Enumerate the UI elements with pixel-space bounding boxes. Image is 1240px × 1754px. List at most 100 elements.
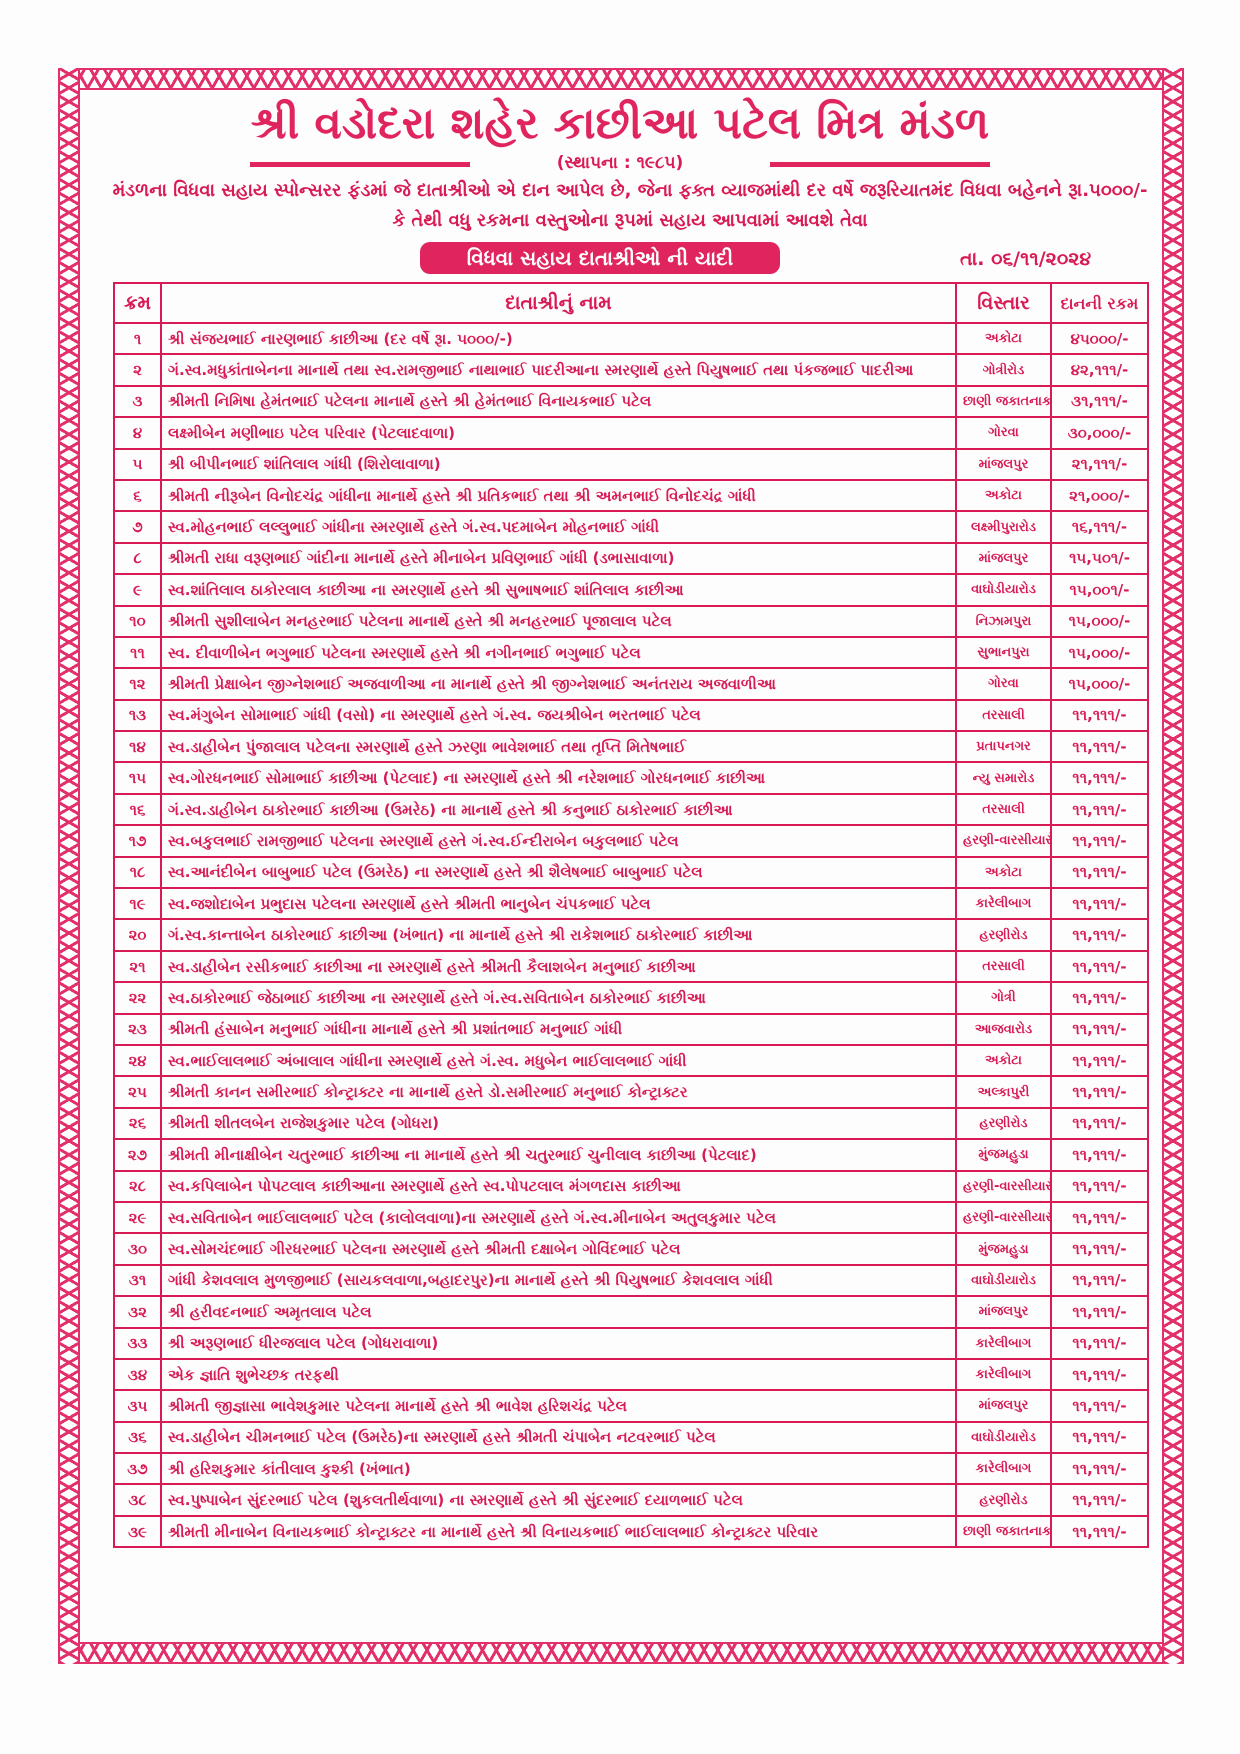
donor-name: શ્રી સંજયભાઈ નારણભાઈ કાછીઆ (દર વર્ષે રૂા… [160, 321, 957, 356]
serial-number: ૧૬ [113, 792, 162, 827]
area: છાણી જકાતનાકા [955, 1514, 1052, 1549]
area: કારેલીબાગ [955, 1357, 1052, 1392]
area: અલ્કાપુરી [955, 1075, 1052, 1109]
area: વાઘોડીયારોડ [955, 1263, 1052, 1298]
table-row: ૨૦ ગં.સ્વ.કાન્તાબેન ઠાકોરભાઈ કાછીઆ (ખંભાત… [113, 918, 1149, 952]
donor-name: સ્વ.મોહનભાઈ લલ્લુભાઈ ગાંધીના સ્મરણાર્થે … [160, 510, 957, 544]
donation-amount: ૧૧,૧૧૧/- [1050, 1232, 1149, 1266]
donor-name: શ્રીમતી હંસાબેન મનુભાઈ ગાંધીના માનાર્થે … [160, 1012, 957, 1046]
table-row: ૩૮ સ્વ.પુષ્પાબેન સુંદરભાઈ પટેલ (શુકલતીર્થ… [113, 1483, 1149, 1517]
serial-number: ૩૬ [113, 1420, 162, 1455]
serial-number: ૨૬ [113, 1106, 162, 1141]
table-row: ૯ સ્વ.શાંતિલાલ ઠાકોરલાલ કાછીઆ ના સ્મરણાર્… [113, 573, 1149, 607]
donation-amount: ૧૧,૧૧૧/- [1050, 1326, 1149, 1360]
donor-name: સ્વ.આનંદીબેન બાબુભાઈ પટેલ (ઉમરેઠ) ના સ્મ… [160, 855, 957, 890]
donation-amount: ૧૧,૧૧૧/- [1050, 1514, 1149, 1549]
border-left-pattern [58, 68, 80, 1664]
serial-number: ૧૩ [113, 698, 162, 733]
table-row: ૨૩ શ્રીમતી હંસાબેન મનુભાઈ ગાંધીના માનાર્થ… [113, 1012, 1149, 1046]
table-row: ૨૭ શ્રીમતી મીનાક્ષીબેન ચતુરભાઈ કાછીઆ ના મ… [113, 1138, 1149, 1172]
column-area: વિસ્તાર [955, 282, 1052, 324]
table-row: ૨૨ સ્વ.ઠાકોરભાઈ જેઠાભાઈ કાછીઆ ના સ્મરણાર્… [113, 981, 1149, 1015]
area: કારેલીબાગ [955, 887, 1052, 921]
table-row: ૧૨ શ્રીમતી પ્રેક્ષાબેન જીગ્નેશભાઈ અજવાળીઆ… [113, 667, 1149, 701]
serial-number: ૧૨ [113, 667, 162, 701]
serial-number: ૨૨ [113, 981, 162, 1015]
donor-name: શ્રી બીપીનભાઈ શાંતિલાલ ગાંધી (શિરોલાવાળા… [160, 447, 957, 481]
table-row: ૩૨ શ્રી હરીવદનભાઈ અમૃતલાલ પટેલ માંજલપુર ૧૧,… [113, 1295, 1149, 1329]
table-row: ૨૬ શ્રીમતી શીતલબેન રાજેશકુમાર પટેલ (ગોધરા… [113, 1106, 1149, 1141]
area: તરસાલી [955, 949, 1052, 984]
table-row: ૧૫ સ્વ.ગોરધનભાઈ સોમાભાઈ કાછીઆ (પેટલાદ) ના… [113, 761, 1149, 795]
table-row: ૭ સ્વ.મોહનભાઈ લલ્લુભાઈ ગાંધીના સ્મરણાર્થે… [113, 510, 1149, 544]
divider-left [250, 162, 470, 167]
area: વાઘોડીયારોડ [955, 1420, 1052, 1455]
donor-table: ક્રમ દાતાશ્રીનું નામ વિસ્તાર દાનની રકમ ૧… [113, 282, 1149, 1549]
area: સુભાનપુરા [955, 635, 1052, 670]
donor-name: ગં.સ્વ.કાન્તાબેન ઠાકોરભાઈ કાછીઆ (ખંભાત) … [160, 918, 957, 952]
serial-number: ૩૮ [113, 1483, 162, 1517]
area: તરસાલી [955, 792, 1052, 827]
area: મુંજમહુડા [955, 1232, 1052, 1266]
area: તરસાલી [955, 698, 1052, 733]
table-row: ૨૯ સ્વ.સવિતાબેન ભાઈલાલભાઈ પટેલ (કાલોલવાળા… [113, 1200, 1149, 1235]
donor-name: શ્રીમતી નીરૂબેન વિનોદચંદ્ર ગાંધીના માનાર… [160, 478, 957, 513]
table-row: ૩૦ સ્વ.સોમચંદભાઈ ગીરધરભાઈ પટેલના સ્મરણાર્… [113, 1232, 1149, 1266]
table-row: ૧૯ સ્વ.જશોદાબેન પ્રભુદાસ પટેલના સ્મરણાર્થ… [113, 887, 1149, 921]
table-row: ૬ શ્રીમતી નીરૂબેન વિનોદચંદ્ર ગાંધીના માના… [113, 478, 1149, 513]
donor-name: શ્રીમતી મીનાક્ષીબેન ચતુરભાઈ કાછીઆ ના માન… [160, 1138, 957, 1172]
serial-number: ૨૩ [113, 1012, 162, 1046]
table-row: ૧૪ સ્વ.ડાહીબેન પુંજાલાલ પટેલના સ્મરણાર્થે… [113, 730, 1149, 764]
table-row: ૨ ગં.સ્વ.મધુકાંતાબેનના માનાર્થે તથા સ્વ.ર… [113, 353, 1149, 387]
donor-name: સ્વ.સવિતાબેન ભાઈલાલભાઈ પટેલ (કાલોલવાળા)ન… [160, 1200, 957, 1235]
column-amount: દાનની રકમ [1050, 282, 1149, 324]
area: હરણી-વારસીયારોડ [955, 1200, 1052, 1235]
donation-amount: ૧૫,૫૦૧/- [1050, 541, 1149, 576]
divider-right [770, 162, 990, 167]
donor-name: શ્રીમતી સુશીલાબેન મનહરભાઈ પટેલના માનાર્થ… [160, 604, 957, 638]
donation-amount: ૧૧,૧૧૧/- [1050, 1263, 1149, 1298]
table-row: ૧૧ સ્વ. દીવાળીબેન ભગુભાઈ પટેલના સ્મરણાર્થ… [113, 635, 1149, 670]
area: કારેલીબાગ [955, 1452, 1052, 1486]
table-row: ૩૧ ગાંધી કેશવલાલ મુળજીભાઈ (સાયકલવાળા,બહાદ… [113, 1263, 1149, 1298]
donation-amount: ૪૫૦૦૦/- [1050, 321, 1149, 356]
table-header: ક્રમ દાતાશ્રીનું નામ વિસ્તાર દાનની રકમ [113, 282, 1149, 324]
donor-name: શ્રીમતી કાનન સમીરભાઈ કોન્ટ્રાક્ટર ના માન… [160, 1075, 957, 1109]
donor-name: શ્રીમતી મીનાબેન વિનાયકભાઈ કોન્ટ્રાક્ટર ન… [160, 1514, 957, 1549]
border-bottom-pattern [58, 1642, 1184, 1664]
serial-number: ૩૪ [113, 1357, 162, 1392]
serial-number: ૧૪ [113, 730, 162, 764]
serial-number: ૨૪ [113, 1043, 162, 1078]
area: અકોટા [955, 855, 1052, 890]
table-row: ૧૩ સ્વ.મંગુબેન સોમાભાઈ ગાંધી (વસો) ના સ્મ… [113, 698, 1149, 733]
donation-amount: ૧૧,૧૧૧/- [1050, 1043, 1149, 1078]
donor-name: સ્વ.ગોરધનભાઈ સોમાભાઈ કાછીઆ (પેટલાદ) ના સ… [160, 761, 957, 795]
document-date: તા. ૦૬/૧૧/૨૦૨૪ [960, 248, 1092, 270]
donation-amount: ૧૫,૦૦૦/- [1050, 604, 1149, 638]
area: છાણી જકાતનાકા [955, 384, 1052, 419]
page-title: શ્રી વડોદરા શહેર કાછીઆ પટેલ મિત્ર મંડળ [250, 98, 990, 149]
table-row: ૩૫ શ્રીમતી જીજ્ઞાસા ભાવેશકુમાર પટેલના માન… [113, 1389, 1149, 1423]
serial-number: ૧૦ [113, 604, 162, 638]
area: ગોરવા [955, 416, 1052, 450]
serial-number: ૩૨ [113, 1295, 162, 1329]
serial-number: ૩ [113, 384, 162, 419]
donation-amount: ૧૧,૧૧૧/- [1050, 1138, 1149, 1172]
area: પ્રતાપનગર [955, 730, 1052, 764]
serial-number: ૩૭ [113, 1452, 162, 1486]
serial-number: ૨૫ [113, 1075, 162, 1109]
donation-amount: ૧૧,૧૧૧/- [1050, 981, 1149, 1015]
donor-name: શ્રી અરૂણભાઈ ધીરજલાલ પટેલ (ગોધરાવાળા) [160, 1326, 957, 1360]
serial-number: ૧ [113, 321, 162, 356]
column-donor-name: દાતાશ્રીનું નામ [160, 282, 957, 324]
table-row: ૨૪ સ્વ.ભાઈલાલભાઈ અંબાલાલ ગાંધીના સ્મરણાર્… [113, 1043, 1149, 1078]
serial-number: ૧૧ [113, 635, 162, 670]
serial-number: ૪ [113, 416, 162, 450]
table-row: ૩ શ્રીમતી નિમિષા હેમંતભાઈ પટેલના માનાર્થે… [113, 384, 1149, 419]
area: હરણીરોડ [955, 918, 1052, 952]
donation-amount: ૧૧,૧૧૧/- [1050, 1420, 1149, 1455]
area: અકોટા [955, 1043, 1052, 1078]
serial-number: ૩૫ [113, 1389, 162, 1423]
column-serial: ક્રમ [113, 282, 162, 324]
donation-amount: ૧૧,૧૧૧/- [1050, 792, 1149, 827]
